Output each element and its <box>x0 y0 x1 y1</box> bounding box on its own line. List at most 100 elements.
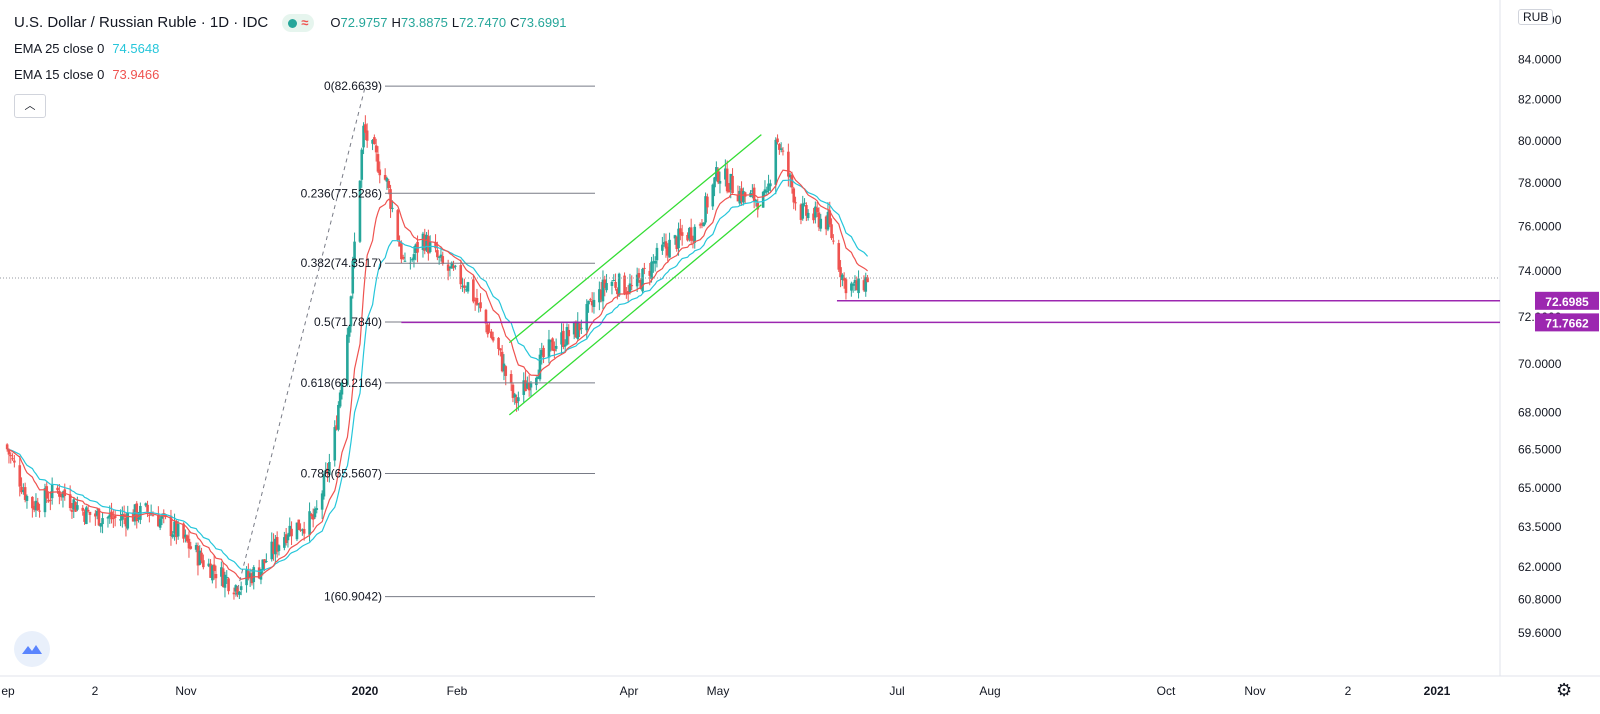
candle-body <box>400 243 403 260</box>
currency-label[interactable]: RUB <box>1518 9 1554 25</box>
candle-body <box>779 148 783 150</box>
candle-body <box>572 321 576 335</box>
candle-body <box>751 190 754 192</box>
candle-body <box>189 546 193 549</box>
candle-body <box>265 561 268 563</box>
fib-level-label: 0.786(65.5607) <box>301 467 382 481</box>
candle-body <box>679 228 682 235</box>
candle-body <box>540 350 544 356</box>
candle-body <box>693 226 697 243</box>
market-status-pill[interactable]: ≈ <box>282 14 315 32</box>
candle-body <box>787 151 790 177</box>
candle-body <box>567 329 571 337</box>
x-tick-label: ep <box>1 684 15 698</box>
channel-lower-line <box>508 204 762 416</box>
candle-body <box>461 285 464 287</box>
candle-body <box>610 281 614 286</box>
candle-body <box>529 383 533 388</box>
fib-level-label: 0.618(69.2164) <box>301 376 382 390</box>
candle-body <box>185 535 189 542</box>
fib-level-label: 0.382(74.3517) <box>301 256 382 270</box>
candle-body <box>704 196 707 223</box>
candle-body <box>535 377 538 386</box>
symbol-title[interactable]: U.S. Dollar / Russian Ruble · 1D · IDC <box>14 14 269 31</box>
candle-body <box>383 174 387 180</box>
candle-body <box>866 277 869 283</box>
candle-body <box>736 194 740 202</box>
logo-icon <box>22 645 42 654</box>
candle-body <box>277 545 281 551</box>
candle-body <box>234 585 238 592</box>
ema25-row[interactable]: EMA 25 close 0 74.5648 <box>14 36 567 62</box>
fib-trend-line <box>235 85 366 597</box>
candle-body <box>284 534 288 543</box>
candle-body <box>212 564 216 572</box>
candle-body <box>551 338 554 351</box>
candle-body <box>538 354 542 380</box>
candle-body <box>176 523 180 537</box>
candle-body <box>477 303 481 305</box>
candle-body <box>711 184 715 207</box>
candle-body <box>108 514 112 518</box>
candle-body <box>812 213 815 221</box>
candle-body <box>472 279 475 302</box>
y-tick-label: 68.0000 <box>1518 405 1562 419</box>
candle-body <box>227 578 230 592</box>
candle-body <box>288 525 292 536</box>
candle-body <box>702 222 706 227</box>
candle-body <box>484 309 488 324</box>
level-price-tag <box>1535 313 1599 332</box>
candle-body <box>580 327 583 329</box>
candle-body <box>662 242 666 245</box>
candle-body <box>335 425 338 430</box>
candle-body <box>738 190 742 204</box>
candle-body <box>83 511 86 522</box>
symbol-row: U.S. Dollar / Russian Ruble · 1D · IDC ≈… <box>14 10 567 36</box>
candle-body <box>247 571 250 578</box>
candle-body <box>817 212 821 228</box>
ema25-line <box>7 179 869 573</box>
fib-level-label: 0.236(77.5286) <box>301 186 382 200</box>
chevron-up-icon: ︿ <box>24 100 36 112</box>
candle-body <box>824 216 828 230</box>
candle-body <box>324 469 328 472</box>
candle-body <box>374 145 378 153</box>
candle-body <box>434 242 437 249</box>
candle-body <box>391 207 394 209</box>
candle-body <box>592 299 596 307</box>
candle-body <box>72 499 76 510</box>
candle-body <box>414 244 418 253</box>
candle-body <box>274 538 277 555</box>
low-value: 72.7470 <box>459 15 507 30</box>
candle-body <box>725 168 729 192</box>
candle-body <box>362 125 365 148</box>
candle-body <box>819 218 823 229</box>
y-tick-label: 65.0000 <box>1518 481 1562 495</box>
gear-icon[interactable]: ⚙ <box>1556 680 1573 700</box>
candle-body <box>502 363 506 372</box>
candle-body <box>171 534 175 537</box>
tradingview-logo[interactable] <box>14 631 50 667</box>
candle-body <box>778 144 781 150</box>
candle-body <box>85 507 88 525</box>
candle-body <box>641 268 644 292</box>
collapse-legend-button[interactable]: ︿ <box>14 94 46 118</box>
fib-level-label: 1(60.9042) <box>324 590 382 604</box>
candle-body <box>162 513 166 515</box>
candle-body <box>238 591 241 595</box>
candle-body <box>446 264 450 271</box>
candle-body <box>765 190 769 193</box>
candle-body <box>322 474 326 497</box>
candle-body <box>650 261 653 279</box>
candle-body <box>74 502 77 512</box>
close-value: 73.6991 <box>519 15 567 30</box>
candle-body <box>173 521 176 534</box>
candle-body <box>612 280 616 282</box>
candle-body <box>781 150 785 152</box>
y-tick-label: 60.8000 <box>1518 593 1562 607</box>
ema15-row[interactable]: EMA 15 close 0 73.9466 <box>14 62 567 88</box>
candle-body <box>202 560 205 568</box>
candle-body <box>832 240 835 242</box>
ema15-name: EMA 15 close 0 <box>14 67 105 82</box>
